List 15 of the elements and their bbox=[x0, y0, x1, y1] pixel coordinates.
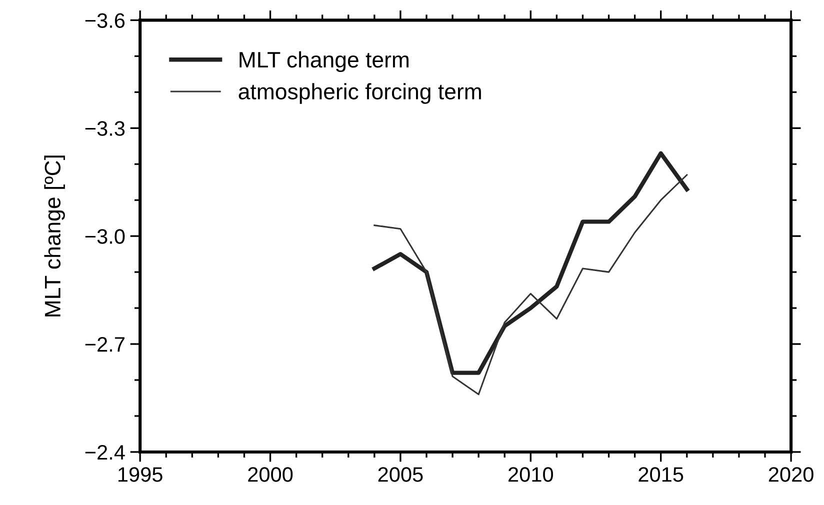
x-tick-label: 2020 bbox=[768, 467, 814, 482]
y-tick-label: −2.7 bbox=[85, 337, 124, 352]
legend-label: MLT change term bbox=[240, 51, 409, 72]
x-tick-label: 2005 bbox=[378, 467, 423, 482]
y-tick-label: −3.6 bbox=[85, 13, 125, 28]
x-tick-label: 1995 bbox=[118, 467, 162, 482]
x-tick-label: 2010 bbox=[508, 467, 554, 482]
x-tick-label: 2015 bbox=[638, 467, 684, 482]
y-tick-label: −3.3 bbox=[85, 121, 125, 136]
y-tick-label: −2.4 bbox=[85, 444, 125, 460]
y-tick-label: −3.0 bbox=[85, 229, 125, 244]
legend-label: atmospheric forcing term bbox=[238, 83, 481, 104]
line-series bbox=[374, 174, 688, 396]
x-tick-label: 2000 bbox=[248, 467, 293, 482]
y-axis-title: MLT change [ºC] bbox=[44, 156, 65, 316]
